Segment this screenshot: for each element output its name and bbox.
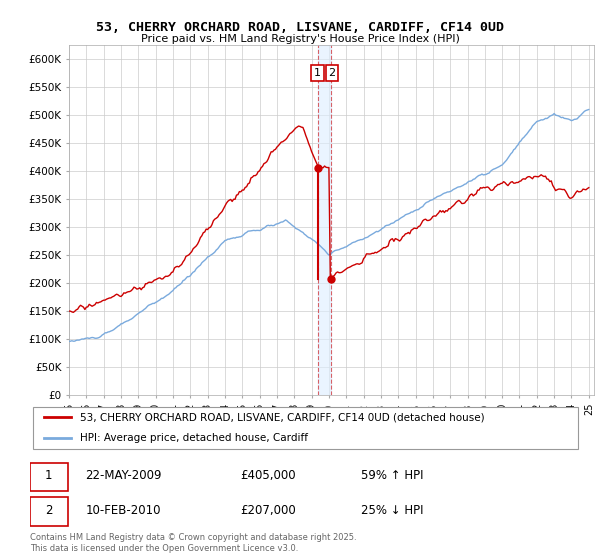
Text: 53, CHERRY ORCHARD ROAD, LISVANE, CARDIFF, CF14 0UD: 53, CHERRY ORCHARD ROAD, LISVANE, CARDIF… [96, 21, 504, 34]
Text: 25% ↓ HPI: 25% ↓ HPI [361, 504, 424, 517]
Text: 2: 2 [328, 68, 335, 78]
FancyBboxPatch shape [30, 497, 68, 526]
Text: 10-FEB-2010: 10-FEB-2010 [85, 504, 161, 517]
Text: 22-MAY-2009: 22-MAY-2009 [85, 469, 162, 482]
Text: £405,000: £405,000 [240, 469, 295, 482]
Text: 1: 1 [45, 469, 53, 482]
Text: Contains HM Land Registry data © Crown copyright and database right 2025.
This d: Contains HM Land Registry data © Crown c… [30, 533, 356, 553]
FancyBboxPatch shape [33, 407, 578, 449]
Text: 53, CHERRY ORCHARD ROAD, LISVANE, CARDIFF, CF14 0UD (detached house): 53, CHERRY ORCHARD ROAD, LISVANE, CARDIF… [80, 412, 484, 422]
Text: 59% ↑ HPI: 59% ↑ HPI [361, 469, 424, 482]
Bar [318, 45, 331, 395]
Text: HPI: Average price, detached house, Cardiff: HPI: Average price, detached house, Card… [80, 433, 308, 444]
Text: Price paid vs. HM Land Registry's House Price Index (HPI): Price paid vs. HM Land Registry's House … [140, 34, 460, 44]
Text: £207,000: £207,000 [240, 504, 296, 517]
FancyBboxPatch shape [30, 463, 68, 491]
Text: 2: 2 [45, 504, 53, 517]
Text: 1: 1 [314, 68, 321, 78]
